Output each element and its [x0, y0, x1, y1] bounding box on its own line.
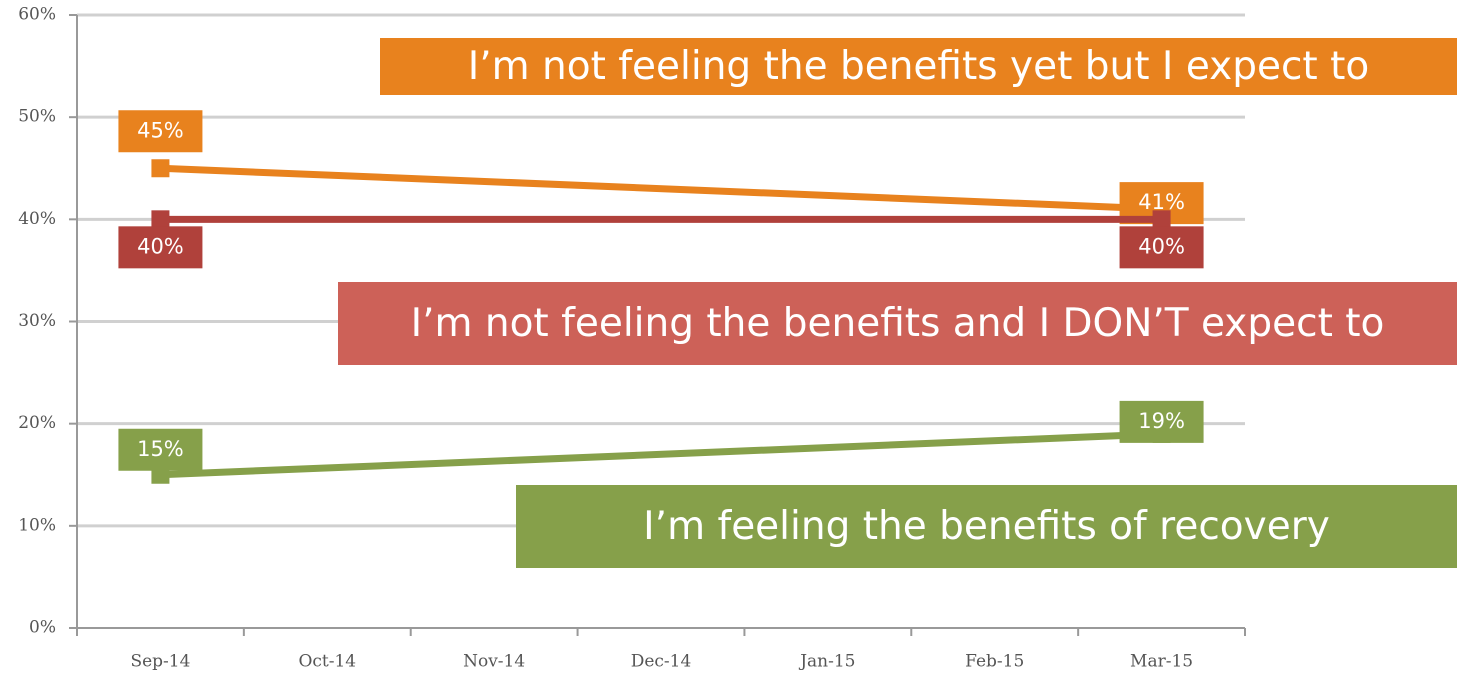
series-line — [160, 164, 1162, 213]
value-label: 40% — [1138, 234, 1185, 258]
legend-banner — [516, 485, 1457, 568]
value-label-box — [118, 110, 203, 153]
x-tick-label: Nov-14 — [463, 652, 525, 672]
value-label: 45% — [137, 118, 184, 142]
legend-banner — [380, 38, 1457, 95]
point-marker — [151, 210, 170, 229]
x-tick-label: Jan-15 — [798, 652, 855, 672]
value-label-box — [118, 428, 203, 471]
x-tick-label: Mar-15 — [1130, 652, 1193, 672]
point-marker — [151, 159, 170, 178]
y-tick-label: 40% — [18, 209, 56, 229]
value-label: 15% — [137, 437, 184, 461]
y-tick-label: 50% — [18, 107, 56, 127]
x-tick-label: Oct-14 — [298, 652, 356, 672]
legend-label: I’m not feeling the benefits and I DON’T… — [411, 301, 1385, 346]
value-label: 19% — [1138, 409, 1185, 433]
value-label-box — [1119, 226, 1204, 269]
value-label: 40% — [137, 234, 184, 258]
legend-banner — [338, 282, 1457, 365]
y-tick-label: 0% — [29, 618, 56, 638]
value-label-box — [1119, 400, 1204, 443]
series-line — [160, 430, 1162, 479]
x-tick-label: Sep-14 — [130, 652, 190, 672]
y-tick-label: 20% — [18, 413, 56, 433]
y-tick-label: 60% — [18, 5, 56, 25]
x-tick-label: Feb-15 — [965, 652, 1024, 672]
value-label: 41% — [1138, 190, 1185, 214]
y-tick-label: 10% — [18, 515, 56, 535]
x-tick-label: Dec-14 — [631, 652, 692, 672]
y-tick-label: 30% — [18, 311, 56, 331]
legend-label: I’m feeling the benefits of recovery — [643, 504, 1330, 549]
legend-label: I’m not feeling the benefits yet but I e… — [468, 44, 1370, 89]
value-label-box — [118, 226, 203, 269]
point-marker — [1152, 210, 1171, 229]
